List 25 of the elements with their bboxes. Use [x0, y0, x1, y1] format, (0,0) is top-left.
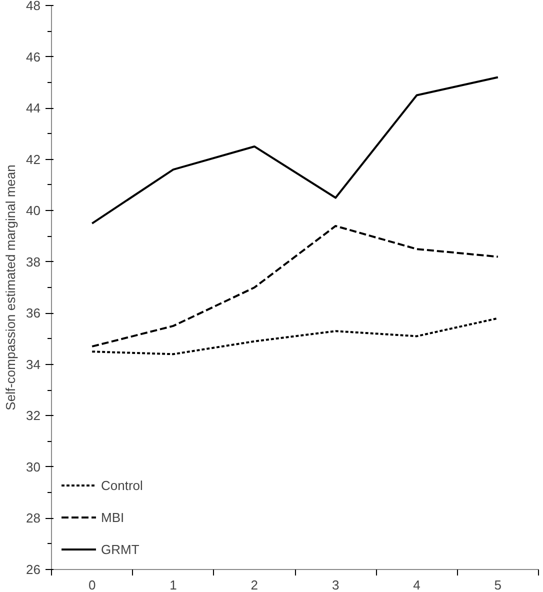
y-tick-label: 32: [26, 408, 41, 424]
y-tick-label: 44: [26, 100, 41, 116]
x-tick-label: 5: [494, 578, 502, 592]
y-tick-label: 38: [26, 254, 41, 270]
line-series: [91, 317, 499, 356]
y-tick-label: 28: [26, 510, 41, 526]
y-tick-label: 40: [26, 203, 41, 218]
y-tick-label: 46: [26, 49, 41, 64]
y-axis-title: Self-compassion estimated marginal mean: [3, 164, 18, 410]
x-tick-label: 0: [88, 578, 96, 592]
x-tick-label: 1: [170, 578, 177, 592]
y-tick-label: 36: [26, 306, 41, 321]
line-series: [91, 76, 499, 224]
x-tick-label: 2: [250, 578, 258, 592]
y-tick-label: 34: [26, 356, 41, 372]
y-tick-label: 26: [26, 562, 41, 577]
legend-label: MBI: [101, 510, 124, 524]
legend-label: GRMT: [101, 542, 140, 556]
y-tick-label: 42: [26, 152, 41, 167]
y-tick-label: 30: [26, 459, 41, 474]
x-tick-label: 4: [413, 578, 420, 592]
x-tick-label: 3: [332, 578, 340, 592]
legend-label: Control: [101, 478, 143, 492]
y-tick-label: 48: [26, 0, 41, 13]
line-series: [91, 224, 499, 348]
